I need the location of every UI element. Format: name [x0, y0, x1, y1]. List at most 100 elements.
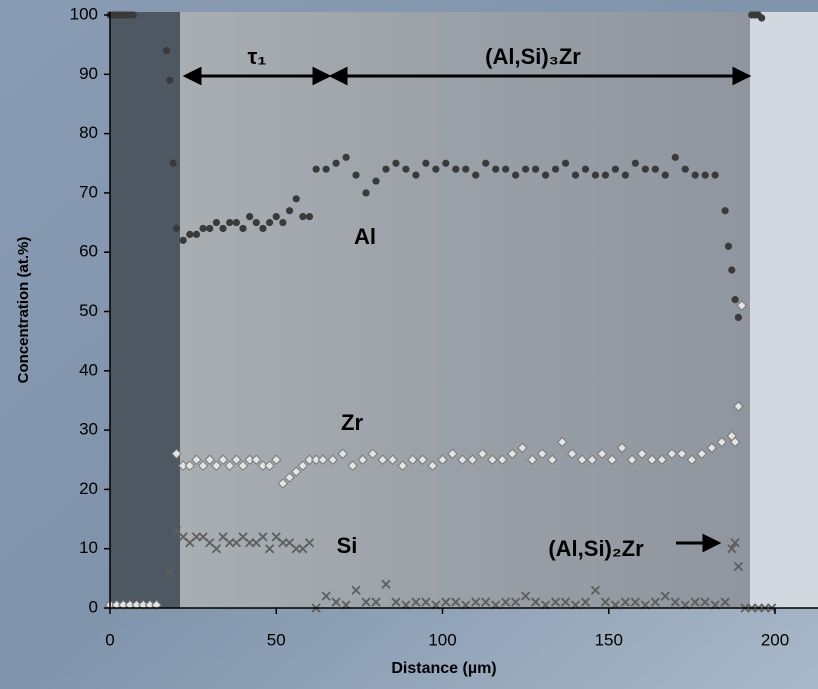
data-point — [381, 579, 391, 589]
data-point — [729, 436, 741, 448]
data-point — [651, 165, 659, 173]
data-point — [560, 597, 571, 607]
data-point — [457, 454, 468, 465]
y-tick-label: 90 — [79, 64, 98, 83]
micrograph-dark-zone — [110, 12, 180, 608]
data-point — [586, 454, 598, 465]
data-point — [402, 165, 410, 173]
y-tick-label: 10 — [79, 538, 98, 557]
y-tick-label: 20 — [79, 479, 98, 498]
data-point — [601, 171, 610, 179]
data-point — [291, 544, 301, 554]
data-point — [264, 544, 275, 554]
data-point — [371, 597, 381, 607]
annotation: τ₁ — [248, 44, 267, 69]
y-axis-label: Concentration (at.%) — [15, 237, 32, 384]
data-point — [482, 159, 490, 167]
data-point — [681, 165, 689, 173]
data-point — [600, 597, 611, 607]
data-point — [219, 224, 227, 233]
data-point — [731, 296, 739, 304]
data-point — [337, 448, 348, 460]
data-point — [237, 460, 249, 471]
data-point — [372, 177, 380, 185]
data-point — [421, 597, 431, 607]
data-point — [232, 218, 240, 227]
data-point — [277, 478, 289, 489]
data-point — [172, 224, 181, 233]
data-point — [192, 230, 201, 239]
x-tick-label: 150 — [595, 630, 623, 649]
data-point — [656, 454, 668, 465]
data-point — [251, 454, 262, 465]
data-point — [292, 195, 300, 203]
data-point — [606, 454, 618, 465]
data-point — [278, 538, 288, 548]
plot-area — [104, 11, 777, 613]
data-point — [225, 538, 235, 548]
data-point — [758, 14, 766, 22]
data-point — [184, 460, 196, 471]
data-point — [501, 597, 511, 607]
data-point — [481, 597, 491, 607]
data-point — [451, 597, 461, 607]
micrograph-right-zone — [750, 12, 818, 608]
data-point — [245, 538, 255, 548]
y-tick-label: 40 — [79, 360, 98, 379]
data-point — [724, 242, 733, 250]
data-point — [472, 171, 480, 179]
data-point — [264, 460, 275, 471]
x-tick-label: 100 — [428, 630, 456, 649]
data-point — [427, 460, 438, 471]
data-point — [441, 597, 451, 607]
x-axis-label: Distance (µm) — [391, 660, 496, 677]
data-point — [377, 454, 388, 465]
data-point — [733, 561, 744, 572]
data-point — [671, 153, 679, 161]
y-tick-label: 30 — [79, 420, 98, 439]
data-point — [661, 171, 669, 179]
annotation: (Al,Si)₂Zr — [548, 536, 644, 561]
data-point — [252, 218, 260, 227]
data-point — [417, 454, 428, 465]
data-point — [239, 224, 247, 233]
data-point — [437, 454, 448, 465]
data-point — [512, 171, 520, 179]
data-point — [728, 266, 736, 274]
data-point — [711, 171, 719, 179]
data-point — [616, 442, 628, 454]
data-point — [530, 597, 541, 607]
data-point — [258, 532, 268, 542]
data-point — [670, 597, 680, 607]
series-label: Si — [337, 533, 358, 558]
data-point — [284, 472, 295, 483]
data-point — [520, 591, 531, 601]
data-point — [700, 597, 710, 607]
data-point — [646, 454, 658, 465]
data-point — [462, 165, 470, 173]
data-point — [166, 76, 174, 84]
data-point — [199, 224, 207, 233]
data-point — [580, 597, 591, 607]
data-point — [224, 460, 235, 471]
data-point — [367, 448, 378, 460]
data-point — [537, 448, 548, 460]
data-point — [556, 436, 568, 448]
data-point — [305, 213, 314, 221]
data-point — [591, 171, 600, 179]
data-point — [666, 448, 678, 460]
data-point — [211, 460, 222, 471]
data-point — [626, 454, 638, 465]
data-point — [527, 454, 538, 465]
arrow-head — [328, 66, 348, 86]
y-tick-label: 50 — [79, 301, 98, 320]
data-point — [477, 448, 488, 460]
data-point — [179, 236, 187, 244]
arrows — [182, 66, 752, 553]
y-tick-label: 70 — [79, 182, 98, 201]
data-point — [452, 165, 460, 173]
data-point — [532, 165, 540, 173]
data-point — [733, 401, 744, 412]
data-point — [701, 171, 709, 179]
series-label: Al — [354, 224, 376, 249]
